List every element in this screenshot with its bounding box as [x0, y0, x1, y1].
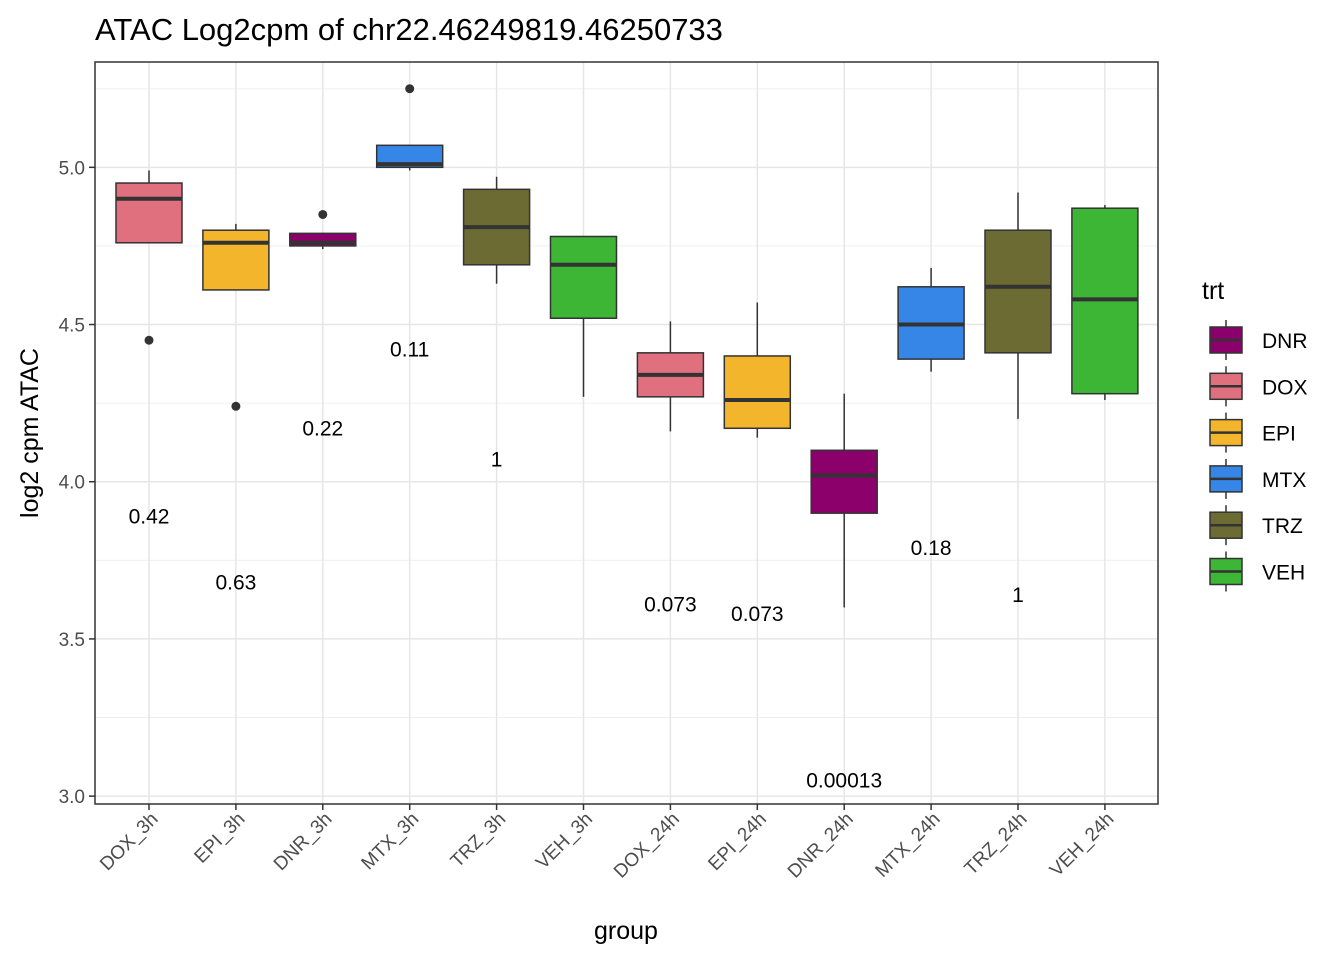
y-tick-label: 4.0 [59, 473, 85, 494]
legend-title: trt [1202, 277, 1224, 305]
x-tick-label: DOX_24h [610, 809, 684, 883]
iqr-box [202, 229, 270, 291]
x-axis: DOX_3h EPI_3h DNR_3h MTX_3h TRZ_3h VEH_3h DOX_… [96, 804, 1118, 883]
box-veh-3h [549, 235, 618, 397]
legend-label: EPI [1262, 423, 1296, 446]
box-dox-24h [636, 321, 705, 432]
box-epi-24h [723, 302, 792, 438]
p-value-label: 0.18 [911, 537, 952, 560]
x-tick-label: MTX_24h [872, 809, 945, 882]
p-value-label: 0.22 [302, 417, 343, 440]
box-trz-24h [984, 192, 1052, 419]
x-tick-label: TRZ_24h [961, 809, 1032, 880]
outlier-point [231, 401, 241, 411]
legend-item-trz: TRZ [1209, 505, 1303, 546]
x-tick-label: MTX_3h [358, 809, 424, 875]
legend-label: VEH [1262, 562, 1305, 585]
legend-label: TRZ [1262, 515, 1303, 538]
legend-item-epi: EPI [1209, 412, 1296, 453]
box-dox-3h [115, 170, 183, 345]
p-value-labels: 0.42 0.63 0.22 0.11 1 0.073 0.073 0.00013 0.18 1 [129, 339, 1024, 793]
legend: trt DNR DOX EPI MTX TRZ VEH [1202, 277, 1308, 592]
y-axis: 3.0 3.5 4.0 4.5 5.0 [59, 158, 95, 808]
iqr-box [984, 229, 1052, 354]
legend-item-veh: VEH [1209, 551, 1305, 592]
iqr-box [375, 144, 444, 169]
legend-label: DOX [1262, 376, 1308, 399]
p-value-label: 0.42 [129, 505, 170, 528]
plot-border [94, 61, 1159, 805]
x-tick-label: TRZ_3h [447, 809, 510, 872]
p-value-label: 0.63 [215, 571, 256, 594]
box-trz-3h [462, 176, 531, 284]
box-veh-24h [1071, 205, 1139, 400]
box-series [115, 84, 1139, 608]
x-tick-label: VEH_24h [1046, 809, 1118, 881]
x-tick-label: EPI_24h [704, 809, 770, 875]
legend-item-dox: DOX [1209, 366, 1308, 407]
box-mtx-24h [897, 267, 965, 372]
legend-label: MTX [1262, 469, 1306, 492]
p-value-label: 0.073 [731, 603, 784, 626]
x-tick-label: VEH_3h [532, 809, 597, 874]
x-tick-label: DNR_24h [784, 809, 858, 883]
outlier-point [405, 84, 415, 94]
iqr-box [810, 449, 878, 514]
x-tick-label: DNR_3h [270, 809, 336, 875]
p-value-label: 1 [491, 449, 503, 472]
legend-item-mtx: MTX [1209, 458, 1306, 499]
legend-label: DNR [1262, 330, 1308, 353]
y-tick-label: 3.0 [59, 787, 85, 808]
box-dnr-3h [289, 209, 357, 250]
outlier-point [318, 209, 328, 219]
p-value-label: 0.00013 [806, 769, 882, 792]
chart-title: ATAC Log2cpm of chr22.46249819.46250733 [95, 12, 723, 47]
x-axis-title: group [594, 917, 658, 945]
p-value-label: 0.11 [390, 339, 429, 362]
x-tick-label: DOX_3h [96, 809, 162, 875]
y-tick-label: 5.0 [59, 158, 85, 179]
y-tick-label: 3.5 [59, 630, 85, 651]
p-value-label: 0.073 [644, 593, 697, 616]
outlier-point [144, 335, 154, 345]
iqr-box [115, 182, 183, 244]
p-value-label: 1 [1012, 584, 1024, 607]
plot-panel [95, 62, 1158, 804]
iqr-box [723, 355, 792, 430]
legend-item-dnr: DNR [1209, 320, 1308, 360]
x-tick-label: EPI_3h [191, 809, 250, 868]
box-mtx-3h [375, 84, 444, 171]
y-tick-label: 4.5 [59, 316, 85, 337]
y-axis-title: log2 cpm ATAC [16, 348, 44, 518]
iqr-box [549, 235, 618, 319]
box-epi-3h [202, 223, 270, 411]
box-dnr-24h [810, 393, 878, 608]
